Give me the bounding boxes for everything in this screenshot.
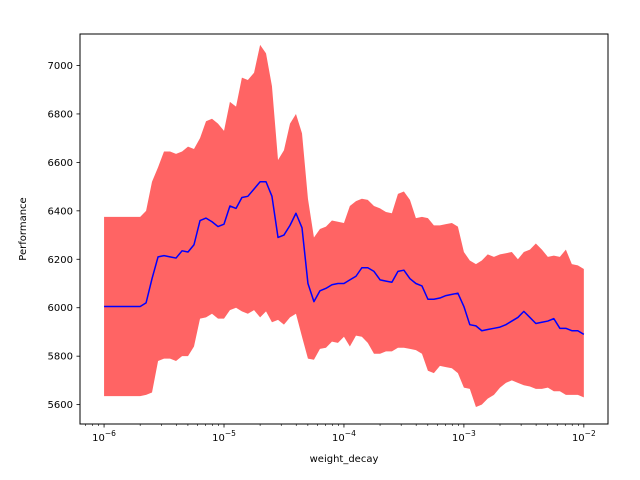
line-layer [104, 181, 585, 336]
y-tick-label: 5600 [48, 400, 73, 411]
x-tick-label: 10−5 [212, 429, 236, 444]
y-tick-label: 6000 [48, 303, 73, 314]
y-axis-ticks: 5600 5800 6000 6200 6400 6600 6800 7000 [48, 61, 80, 411]
x-tick-label: 10−6 [92, 429, 116, 444]
y-axis-label: Performance [18, 197, 29, 260]
x-axis-label: weight_decay [310, 454, 379, 465]
x-tick-label: 10−3 [452, 429, 476, 444]
y-tick-label: 6600 [48, 158, 73, 169]
band-layer [104, 44, 584, 408]
performance-band [104, 44, 584, 408]
y-tick-label: 7000 [48, 61, 73, 72]
y-tick-label: 5800 [48, 352, 73, 363]
y-tick-label: 6400 [48, 206, 73, 217]
x-tick-label: 10−4 [332, 429, 356, 444]
performance-line [104, 181, 585, 336]
y-tick-label: 6200 [48, 255, 73, 266]
x-tick-label: 10−2 [572, 429, 596, 444]
x-axis-ticks: 10−6 10−5 10−4 10−3 10−2 [85, 424, 596, 444]
y-tick-label: 6800 [48, 109, 73, 120]
